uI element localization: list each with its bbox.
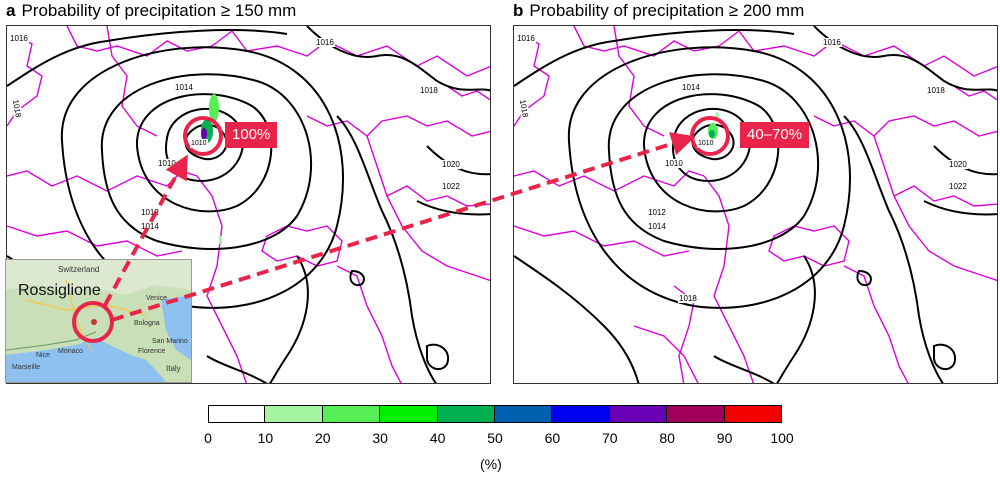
panel-a-title: a Probability of precipitation ≥ 150 mm [6, 1, 296, 21]
inset-label: Italy [166, 364, 181, 373]
isobar-label: 1014 [140, 222, 160, 231]
isobar-label: 1016 [822, 38, 842, 47]
probability-box-a: 100% [225, 122, 278, 148]
colorbar-cell [322, 405, 381, 423]
panel-b-title-text: Probability of precipitation ≥ 200 mm [529, 1, 805, 20]
isobar-label: 1016 [516, 34, 536, 43]
isobar-label: 1018 [926, 86, 946, 95]
inset-place-name: Rossiglione [18, 282, 101, 299]
location-inset-map: Switzerland Venice Bologna Monaco Floren… [5, 259, 192, 383]
colorbar-cell [609, 405, 668, 423]
colorbar-tick-label: 20 [315, 430, 331, 446]
isobar-label: 1022 [441, 182, 461, 191]
isobar-label-center: 1010 [190, 139, 208, 148]
isobar-label: 1018 [419, 86, 439, 95]
isobar-label: 1012 [647, 208, 667, 217]
isobar-label-center: 1010 [697, 139, 715, 148]
isobar-layer-b [514, 26, 997, 383]
map-panel-b: 1016 1014 1018 1016 1018 1010 1012 1014 … [513, 25, 998, 384]
isobar-label: 1018 [678, 294, 698, 303]
colorbar-tick-label: 30 [372, 430, 388, 446]
colorbar-cell [265, 405, 323, 423]
inset-label: Switzerland [58, 265, 100, 274]
isobar-label: 1014 [174, 83, 194, 92]
inset-label: Venice [146, 295, 168, 302]
colorbar-cell [437, 405, 495, 423]
panel-b-letter: b [513, 1, 524, 20]
colorbar-tick-label: 10 [257, 430, 274, 446]
panel-b-title: b Probability of precipitation ≥ 200 mm [513, 1, 804, 21]
panel-a-letter: a [6, 1, 16, 20]
isobar-label: 1016 [9, 34, 29, 43]
isobar-label: 1012 [140, 208, 160, 217]
isobar-label: 1014 [681, 83, 701, 92]
isobar-label: 1010 [157, 159, 177, 168]
colorbar-frame [208, 405, 782, 423]
inset-label: Florence [138, 348, 166, 355]
probability-box-b: 40–70% [740, 122, 810, 148]
inset-label: Monaco [58, 348, 83, 355]
colorbar-tick-label: 70 [602, 430, 618, 446]
map-b-drawing [514, 26, 997, 383]
inset-label: Nice [36, 352, 51, 359]
colorbar-cell [552, 405, 610, 423]
colorbar-tick-label: 80 [659, 430, 675, 446]
colorbar-tick-label: 100 [770, 430, 794, 446]
colorbar-cell [495, 405, 553, 423]
colorbar-tick-label: 0 [204, 430, 212, 446]
colorbar-cell [208, 405, 266, 423]
colorbar-tick-label: 90 [716, 430, 733, 446]
isobar-label: 1014 [647, 222, 667, 231]
inset-label: Marseille [12, 364, 41, 371]
isobar-label: 1020 [441, 160, 461, 169]
colorbar-cell [667, 405, 725, 423]
colorbar-tick-label: 40 [429, 430, 446, 446]
colorbar-tick-label: 50 [487, 430, 503, 446]
panel-a-title-text: Probability of precipitation ≥ 150 mm [21, 1, 297, 20]
precipitation-shading-a [201, 94, 222, 244]
isobar-label: 1016 [315, 38, 335, 47]
colorbar-tick-label: 60 [544, 430, 561, 446]
isobar-label: 1020 [948, 160, 968, 169]
isobar-label: 1010 [664, 159, 684, 168]
inset-label: San Marino [152, 338, 188, 345]
colorbar-unit: (%) [480, 456, 502, 472]
inset-label: Bologna [134, 320, 160, 327]
colorbar-cell [380, 405, 438, 423]
isobar-label: 1022 [948, 182, 968, 191]
